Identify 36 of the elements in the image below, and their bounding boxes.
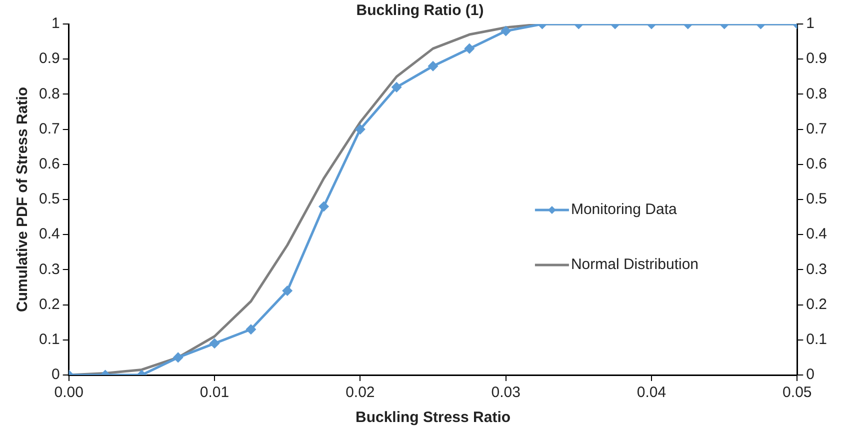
point (282, 286, 292, 296)
y-tick-label: 0.9 (38, 50, 60, 68)
y-tick-label: 0.7 (38, 120, 60, 138)
y2-tick-label: 0.8 (806, 85, 828, 102)
x-tick-label: 0.01 (200, 384, 230, 402)
y2-tick-label: 0.3 (806, 260, 828, 278)
legend-label: Normal Distribution (570, 256, 699, 274)
y-tick-label: 0.8 (38, 85, 60, 102)
y-tick-label: 0.6 (38, 156, 60, 173)
y2-tick-label: 0.2 (806, 296, 828, 313)
y2-tick-label: 0.1 (806, 331, 828, 348)
x-tick-label: 0.03 (491, 384, 520, 402)
y-tick-label: 0.4 (38, 226, 60, 243)
y2-tick-label: 0.5 (806, 190, 828, 208)
x-tick-label: 0.00 (54, 384, 84, 402)
legend-label: Monitoring Data (570, 201, 678, 218)
y-tick-label: 0.3 (38, 260, 60, 278)
y2-tick-label: 1 (806, 15, 814, 32)
x-tick-label: 0.04 (636, 384, 666, 402)
y2-tick-label: 0.9 (806, 50, 828, 68)
y-tick-label: 1 (52, 15, 60, 32)
y2-tick-label: 0.4 (806, 226, 828, 243)
y-tick-label: 0.5 (38, 190, 60, 208)
point (355, 124, 365, 134)
x-axis-title: Buckling Stress Ratio (355, 409, 511, 426)
y-axis-title: Cumulative PDF of Stress Ratio (14, 86, 32, 312)
x-tick-label: 0.05 (782, 384, 812, 402)
chart-title: Buckling Ratio (1) (356, 2, 484, 20)
point (319, 202, 329, 212)
y2-tick-label: 0 (806, 366, 814, 384)
x-tick-label: 0.02 (346, 384, 375, 402)
y-tick-label: 0.2 (38, 296, 60, 313)
y-tick-label: 0 (52, 366, 60, 384)
y-tick-label: 0.1 (38, 331, 60, 348)
y2-tick-label: 0.6 (806, 156, 828, 173)
y2-tick-label: 0.7 (806, 120, 828, 138)
